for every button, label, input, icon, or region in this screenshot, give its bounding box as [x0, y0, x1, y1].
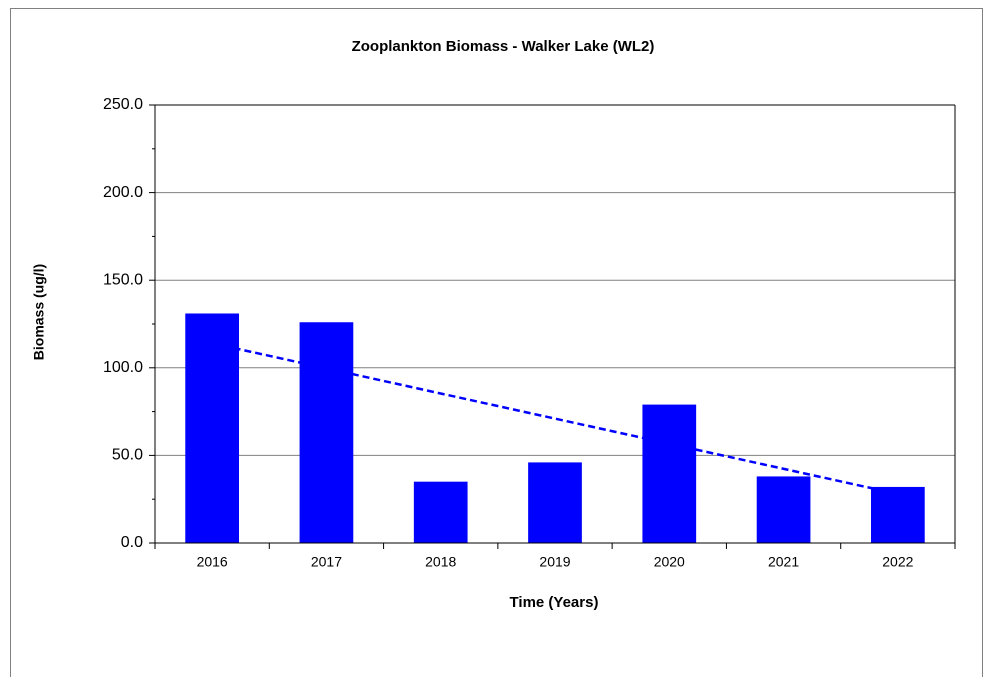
x-tick-label: 2020: [654, 554, 685, 570]
x-tick-label: 2019: [539, 554, 570, 570]
bar: [528, 462, 582, 543]
y-tick-label: 0.0: [121, 534, 143, 551]
y-tick-label: 100.0: [103, 359, 143, 376]
chart-title: Zooplankton Biomass - Walker Lake (WL2): [352, 38, 655, 55]
x-axis-label: Time (Years): [510, 594, 599, 611]
x-tick-label: 2016: [197, 554, 228, 570]
bar: [299, 322, 354, 543]
y-tick-label: 250.0: [103, 96, 143, 113]
bar: [756, 476, 811, 543]
bar: [871, 486, 925, 543]
y-tick-label: 50.0: [112, 447, 143, 464]
chart-frame: [10, 8, 983, 677]
x-tick-label: 2021: [768, 554, 799, 570]
y-tick-label: 150.0: [103, 271, 143, 288]
bar: [185, 313, 239, 543]
y-tick-label: 200.0: [103, 184, 143, 201]
trendline: [211, 342, 899, 496]
x-tick-label: 2018: [425, 554, 456, 570]
x-tick-label: 2022: [882, 554, 913, 570]
x-tick-label: 2017: [311, 554, 342, 570]
bar: [642, 404, 697, 543]
bar: [413, 481, 468, 543]
y-axis-label: Biomass (ug/l): [31, 264, 47, 360]
